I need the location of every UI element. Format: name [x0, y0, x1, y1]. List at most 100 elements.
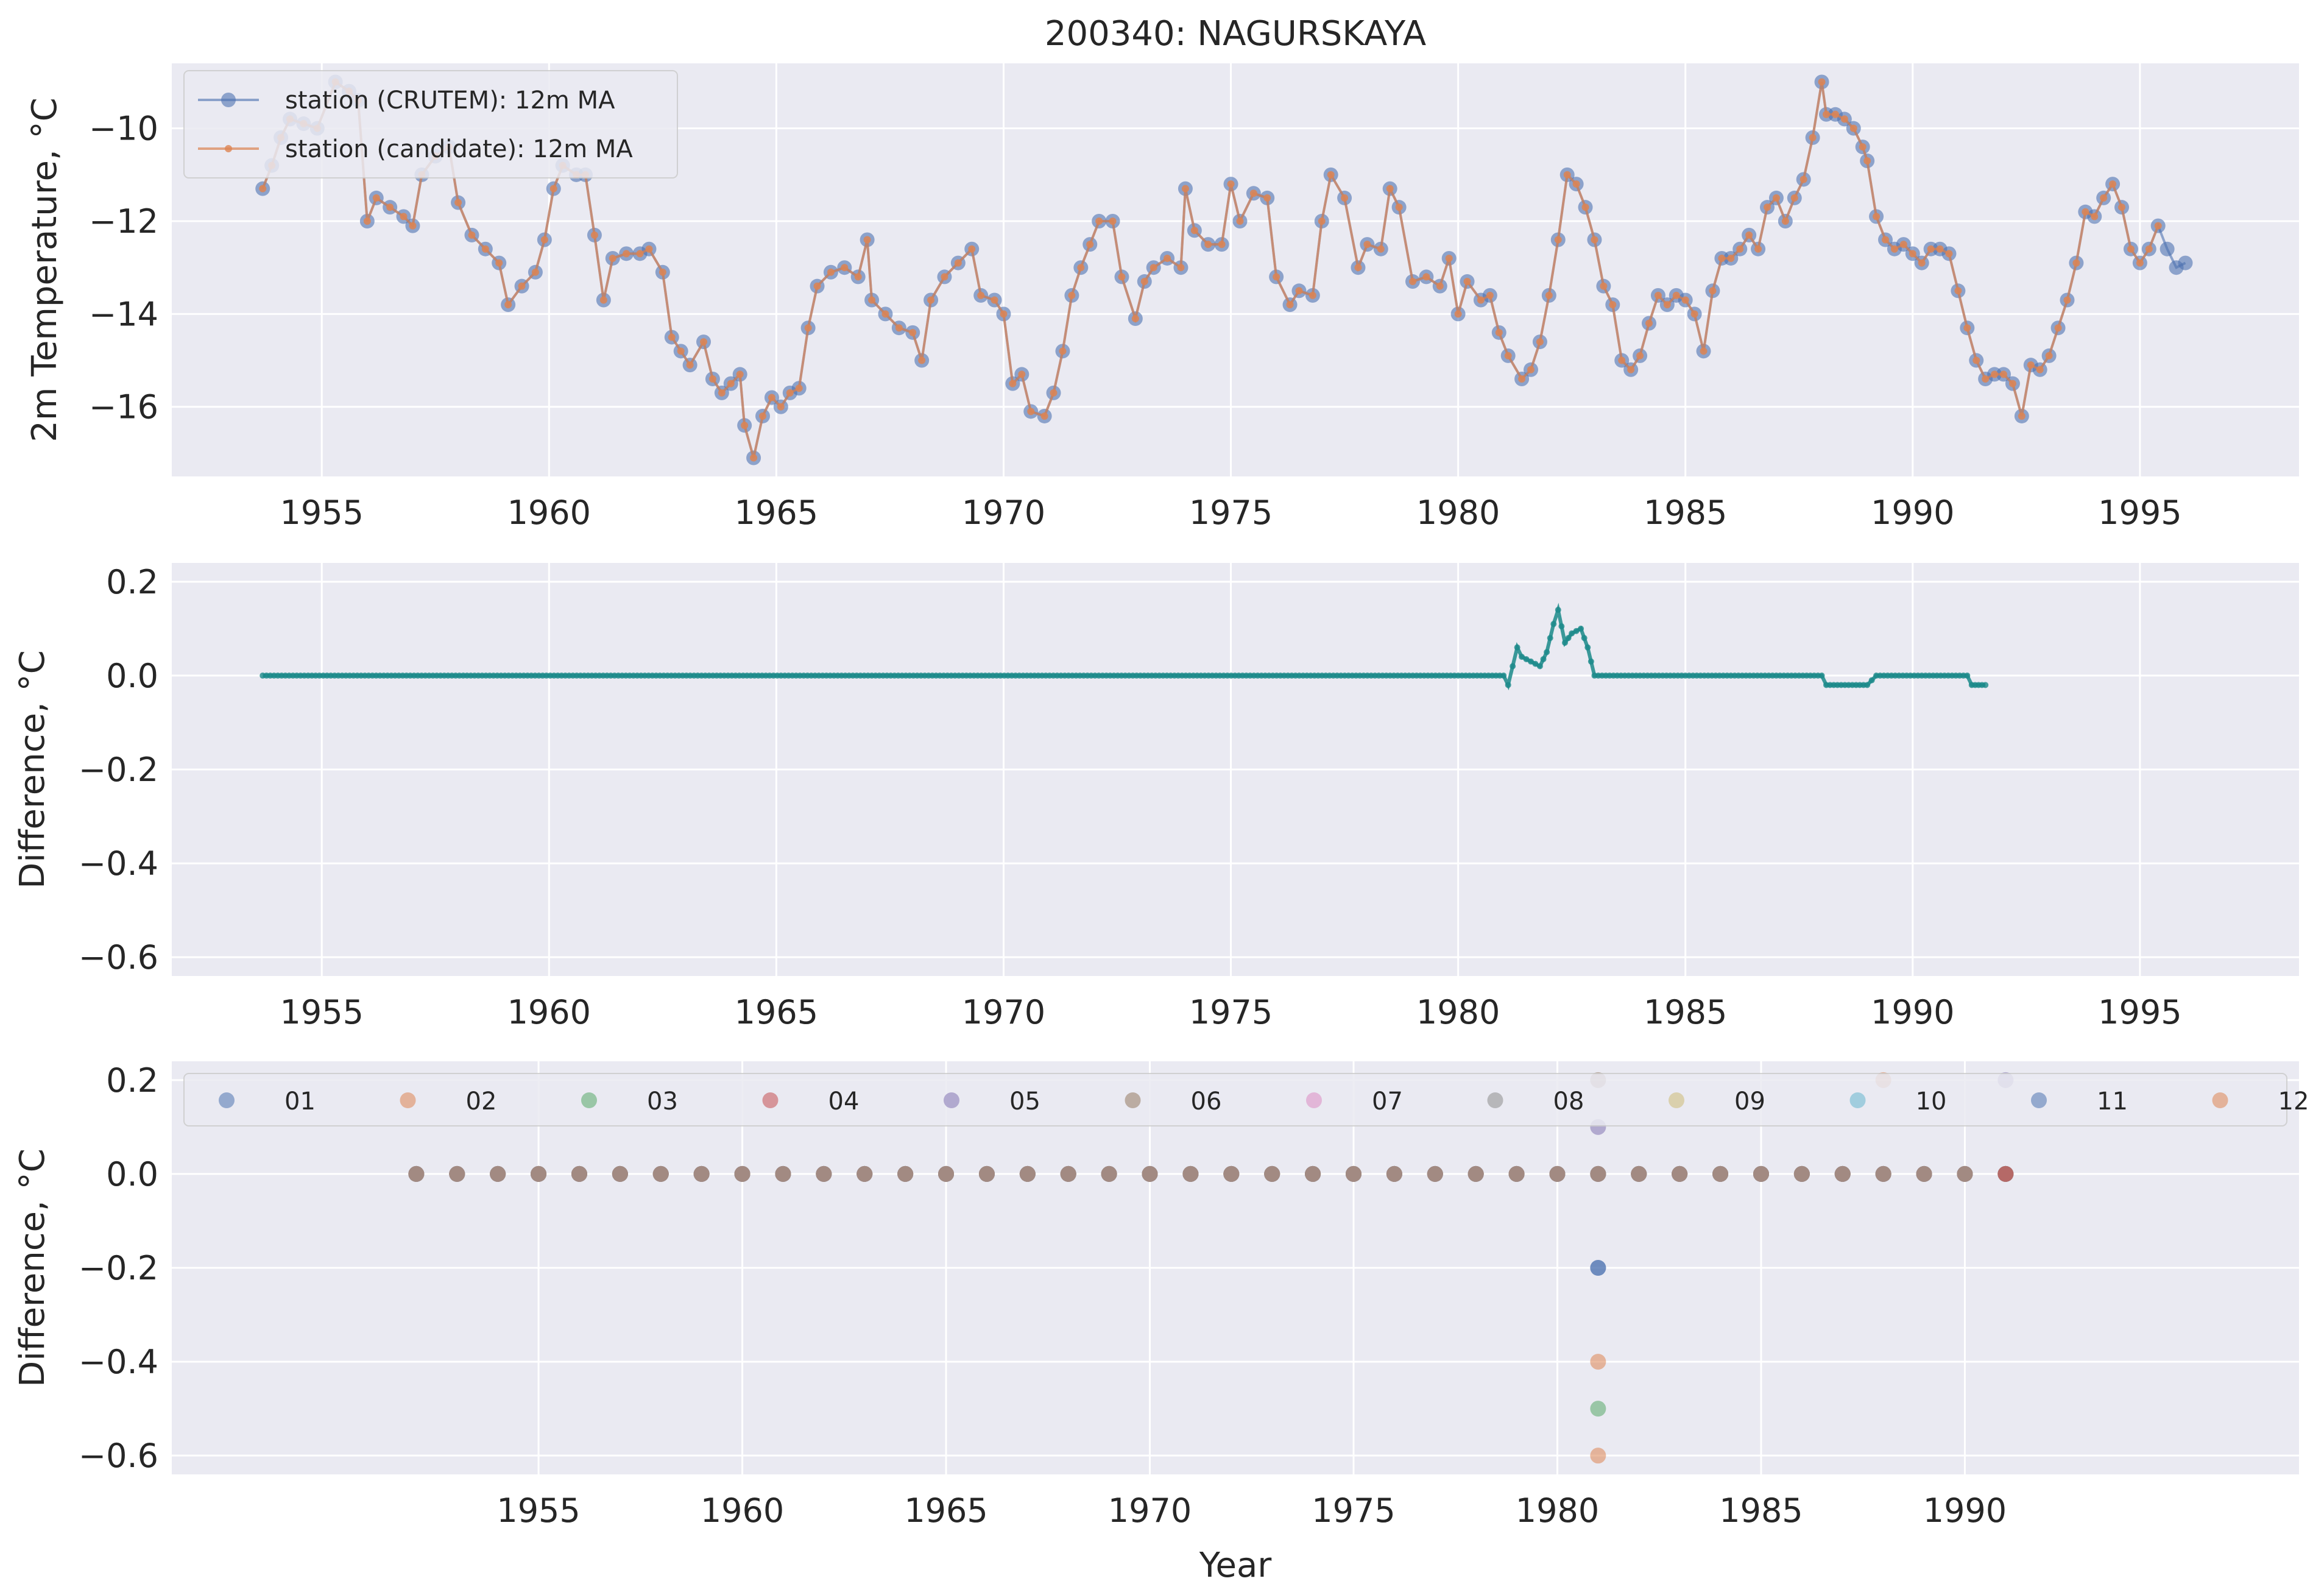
month-zero-point: [1468, 1165, 1484, 1182]
candidate-point: [1609, 301, 1617, 309]
month-zero-point: [449, 1165, 465, 1182]
month-zero-point: [775, 1165, 791, 1182]
legend-candidate-label: station (candidate): 12m MA: [285, 135, 633, 163]
month-zero-point: [978, 1165, 995, 1182]
legend-month-marker: [1849, 1092, 1866, 1108]
candidate-point: [454, 199, 462, 207]
candidate-point: [1218, 241, 1226, 249]
month-zero-point: [1793, 1165, 1810, 1182]
x-tick-label: 1970: [1108, 1491, 1192, 1530]
month-zero-point: [1142, 1165, 1158, 1182]
month-zero-point: [1346, 1165, 1362, 1182]
difference-point: [1550, 621, 1557, 628]
candidate-point: [1636, 352, 1644, 359]
month-zero-point: [1101, 1165, 1117, 1182]
month-zero-point: [816, 1165, 832, 1182]
month-zero-point: [1264, 1165, 1280, 1182]
month-zero-point: [856, 1165, 873, 1182]
difference-point: [1569, 630, 1575, 637]
month-zero-point: [897, 1165, 914, 1182]
month-zero-point: [531, 1165, 547, 1182]
difference-point: [1523, 656, 1530, 662]
difference-point: [1818, 672, 1825, 679]
x-tick-label: 1970: [962, 493, 1045, 532]
month-zero-point: [1060, 1165, 1076, 1182]
candidate-point: [2145, 245, 2153, 253]
monthly-y-axis-label: Difference, °C: [13, 1148, 52, 1387]
candidate-point: [1018, 370, 1026, 378]
month-zero-point: [1305, 1165, 1321, 1182]
candidate-point: [777, 403, 785, 411]
candidate-point: [1882, 236, 1889, 244]
month-zero-point: [1182, 1165, 1199, 1182]
month-zero-point: [1672, 1165, 1688, 1182]
month-zero-point: [693, 1165, 710, 1182]
month-zero-point: [571, 1165, 587, 1182]
month-zero-point: [1793, 1165, 1810, 1182]
month-zero-point: [408, 1165, 425, 1182]
month-zero-point: [1182, 1165, 1199, 1182]
month-zero-point: [408, 1165, 425, 1182]
month-zero-point: [816, 1165, 832, 1182]
month-zero-point: [1916, 1165, 1932, 1182]
candidate-point: [1177, 264, 1185, 272]
candidate-point: [1690, 310, 1698, 318]
candidate-point: [927, 296, 935, 304]
candidate-point: [954, 259, 962, 267]
month-zero-point: [1712, 1165, 1729, 1182]
month-zero-point: [693, 1165, 710, 1182]
month-zero-point: [1223, 1165, 1240, 1182]
candidate-point: [2072, 259, 2080, 267]
month-zero-point: [1060, 1165, 1076, 1182]
month-zero-point: [1834, 1165, 1851, 1182]
candidate-point: [2091, 213, 2099, 221]
month-zero-point: [1427, 1165, 1443, 1182]
temperature-y-axis-label: 2m Temperature, °C: [25, 97, 65, 442]
difference-point: [1573, 628, 1580, 634]
month-zero-point: [1875, 1165, 1891, 1182]
month-zero-point: [449, 1165, 465, 1182]
month-zero-point: [1019, 1165, 1036, 1182]
difference-point: [1581, 635, 1588, 642]
candidate-point: [1545, 291, 1553, 299]
candidate-point: [540, 236, 548, 244]
month-zero-point: [1223, 1165, 1240, 1182]
month-zero-point: [856, 1165, 873, 1182]
legend-month-label: 01: [284, 1088, 316, 1116]
month-zero-point: [816, 1165, 832, 1182]
month-zero-point: [1223, 1165, 1240, 1182]
month-zero-point: [1753, 1165, 1769, 1182]
candidate-point: [1318, 217, 1326, 225]
month-zero-point: [1019, 1165, 1036, 1182]
month-zero-point: [652, 1165, 669, 1182]
month-zero-point: [1672, 1165, 1688, 1182]
month-zero-point: [1060, 1165, 1076, 1182]
month-zero-point: [1793, 1165, 1810, 1182]
month-zero-point: [693, 1165, 710, 1182]
candidate-point: [1927, 245, 1935, 253]
month-zero-point: [816, 1165, 832, 1182]
y-tick-label: 0.0: [106, 1155, 158, 1194]
candidate-point: [768, 394, 775, 401]
month-zero-point: [1712, 1165, 1729, 1182]
candidate-point: [1727, 254, 1735, 262]
month-zero-point: [1753, 1165, 1769, 1182]
candidate-point: [549, 185, 557, 193]
month-zero-point: [938, 1165, 955, 1182]
difference-point: [1982, 682, 1989, 688]
candidate-point: [1077, 264, 1085, 272]
candidate-point: [1654, 291, 1662, 299]
month-zero-point: [1019, 1165, 1036, 1182]
month-zero-point: [1223, 1165, 1240, 1182]
month-zero-point: [1346, 1165, 1362, 1182]
month-zero-point: [775, 1165, 791, 1182]
month-zero-point: [1875, 1165, 1891, 1182]
chart-title: 200340: NAGURSKAYA: [1045, 14, 1426, 54]
month-zero-point: [1223, 1165, 1240, 1182]
month-zero-point: [1346, 1165, 1362, 1182]
month-zero-point: [897, 1165, 914, 1182]
candidate-point: [1945, 250, 1953, 258]
month-zero-point: [1508, 1165, 1525, 1182]
month-zero-point: [1427, 1165, 1443, 1182]
month-zero-point: [612, 1165, 628, 1182]
